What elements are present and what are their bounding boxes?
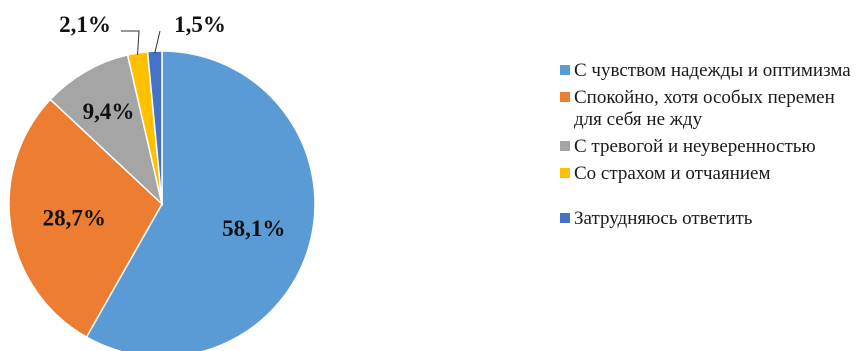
data-label: 2,1% [59,12,111,37]
legend-swatch-calm [560,92,570,102]
data-label: 1,5% [174,12,226,37]
slice-hope [85,50,316,351]
legend-label: С чувством надежды и оптимизма [574,60,851,81]
legend-label: Со страхом и отчаянием [574,163,771,184]
legend-item: Спокойно, хотя особых перемен для себя н… [560,87,860,131]
legend-label: С тревогой и неуверенностью [574,136,816,157]
legend-swatch-undecided [560,213,570,223]
legend-item: С чувством надежды и оптимизма [560,60,860,82]
legend-label: Спокойно, хотя особых перемен для себя н… [574,87,835,130]
leader-lines [121,30,161,55]
data-label: 9,4% [83,99,135,124]
legend-swatch-anxiety [560,141,570,151]
legend-swatch-fear [560,168,570,178]
legend-item: Со страхом и отчаянием [560,163,860,185]
legend-item: С тревогой и неуверенностью [560,136,860,158]
slice-anxiety [49,54,164,207]
legend: С чувством надежды и оптимизма Спокойно,… [560,60,860,230]
data-label: 58,1% [222,216,285,241]
legend-item: Затрудняюсь ответить [560,208,860,230]
data-label: 28,7% [43,205,106,230]
legend-label: Затрудняюсь ответить [574,208,753,229]
legend-swatch-hope [560,65,570,75]
leader-line [154,30,161,54]
slice-calm [8,98,163,339]
leader-line [121,30,140,55]
pie-slices [8,50,316,351]
data-labels: 58,1% 28,7% 9,4% 2,1% 1,5% [43,12,286,241]
